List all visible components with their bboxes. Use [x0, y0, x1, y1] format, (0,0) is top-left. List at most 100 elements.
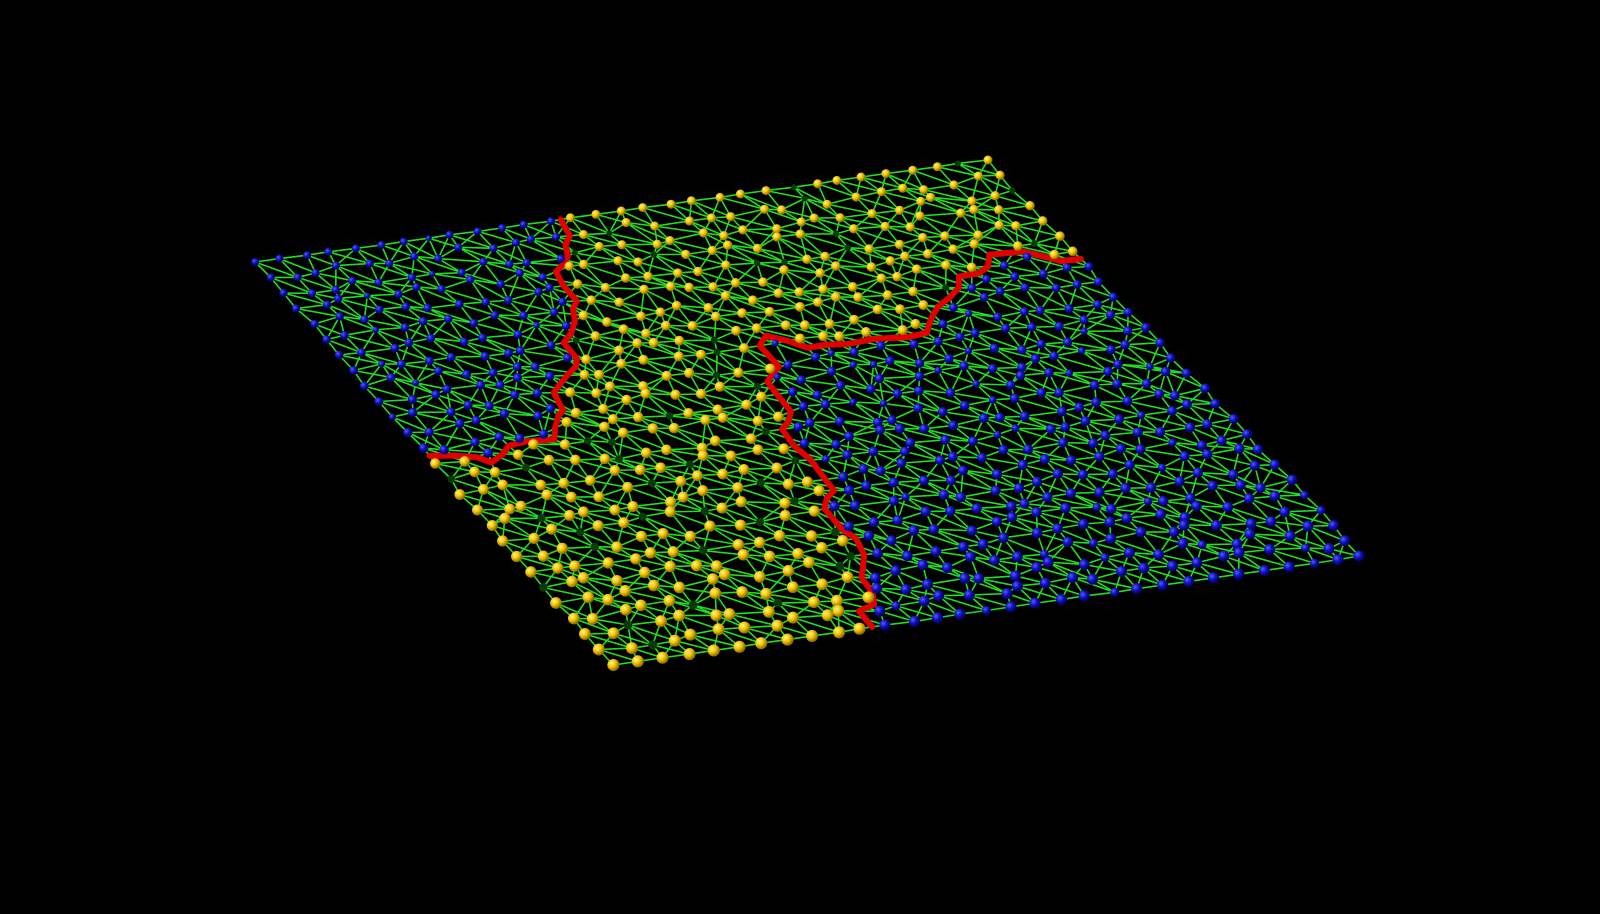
- blue-node: [279, 288, 288, 298]
- blue-node: [1332, 554, 1344, 566]
- yellow-node: [565, 213, 575, 223]
- mesh-edge: [1140, 448, 1185, 457]
- blue-node: [434, 254, 443, 263]
- blue-node: [948, 420, 959, 431]
- mesh-edge: [969, 594, 1012, 608]
- mesh-edge: [689, 463, 723, 475]
- mesh-edge: [415, 381, 447, 390]
- yellow-node: [822, 199, 832, 209]
- mesh-edge: [595, 213, 627, 224]
- blue-node: [1192, 467, 1204, 478]
- mesh-edge: [944, 234, 979, 237]
- mesh-edge: [715, 315, 757, 330]
- mesh-edge: [719, 385, 762, 398]
- mesh-edge: [880, 470, 925, 482]
- blue-node: [1036, 339, 1046, 349]
- yellow-node: [831, 594, 843, 607]
- blue-node: [1264, 543, 1276, 555]
- mesh-edge: [1036, 566, 1073, 579]
- mesh-edge: [968, 312, 1006, 330]
- mesh-edge: [549, 375, 597, 394]
- mesh-edge: [957, 159, 989, 165]
- yellow-node: [700, 414, 711, 426]
- mesh-edge: [575, 412, 605, 428]
- yellow-node: [644, 547, 657, 559]
- mesh-edge: [620, 363, 644, 387]
- yellow-node: [747, 295, 758, 306]
- mesh-edge: [444, 449, 489, 454]
- yellow-node: [668, 634, 681, 647]
- yellow-node: [638, 203, 648, 213]
- mesh-edge: [1083, 330, 1126, 346]
- mesh-edge: [776, 236, 808, 260]
- mesh-edge: [1039, 309, 1085, 321]
- region-border: [858, 574, 876, 596]
- mesh-edge: [846, 454, 881, 472]
- mesh-edge: [653, 584, 694, 606]
- yellow-node: [753, 259, 761, 267]
- blue-node: [868, 516, 880, 528]
- blue-node: [1244, 528, 1256, 540]
- yellow-node: [609, 464, 621, 476]
- yellow-node: [486, 519, 498, 532]
- mesh-edge: [855, 500, 894, 507]
- mesh-edge: [361, 347, 395, 354]
- yellow-node: [638, 566, 651, 579]
- blue-node: [1177, 537, 1189, 549]
- yellow-node: [752, 415, 764, 427]
- mesh-edge: [949, 365, 965, 394]
- mesh-edge: [952, 248, 1005, 267]
- yellow-node: [816, 542, 828, 554]
- mesh-edge: [429, 422, 460, 433]
- blue-node: [1052, 523, 1063, 534]
- mesh-edge: [625, 277, 671, 288]
- mesh-edge: [793, 186, 828, 205]
- yellow-node: [614, 297, 625, 308]
- mesh-edge: [363, 363, 383, 387]
- mesh-edge: [520, 349, 568, 359]
- blue-node: [1110, 587, 1120, 597]
- blue-node: [455, 418, 465, 429]
- mesh-edge: [516, 555, 558, 569]
- mesh-edge: [388, 262, 413, 279]
- mesh-edge: [1111, 500, 1149, 510]
- mesh-edge: [523, 311, 555, 317]
- mesh-edge: [1129, 551, 1173, 567]
- mesh-edge: [1186, 403, 1234, 420]
- mesh-edge: [598, 349, 620, 376]
- blue-node: [466, 275, 475, 284]
- mesh-edge: [1085, 420, 1138, 434]
- mesh-edge: [673, 419, 706, 429]
- yellow-node: [911, 264, 922, 275]
- blue-node: [403, 427, 413, 438]
- mesh-edge: [566, 421, 605, 428]
- yellow-node: [956, 208, 966, 218]
- yellow-node: [872, 304, 883, 315]
- yellow-node: [864, 244, 874, 254]
- mesh-edge: [621, 363, 667, 377]
- mesh-edge: [508, 299, 555, 313]
- mesh-edge: [937, 369, 977, 385]
- blue-node: [534, 287, 543, 297]
- mesh-edge: [1143, 567, 1190, 583]
- mesh-edge: [579, 531, 618, 548]
- blue-node: [954, 608, 966, 620]
- yellow-node: [627, 500, 639, 513]
- blue-node: [965, 551, 976, 563]
- yellow-node: [655, 615, 667, 628]
- mesh-edge: [970, 555, 1016, 577]
- mesh-edge: [717, 408, 759, 422]
- mesh-edge: [621, 243, 655, 256]
- mesh-edge: [831, 370, 872, 390]
- mesh-edge: [973, 208, 1017, 227]
- region-border: [560, 282, 580, 304]
- blue-node: [892, 388, 903, 399]
- mesh-edge: [848, 489, 895, 502]
- mesh-edge: [992, 367, 1021, 377]
- mesh-edge: [923, 600, 961, 615]
- mesh-edge: [492, 524, 535, 540]
- mesh-edge: [1117, 363, 1148, 385]
- blue-node: [914, 371, 925, 381]
- mesh-edge: [412, 411, 460, 425]
- blue-node: [1013, 483, 1025, 494]
